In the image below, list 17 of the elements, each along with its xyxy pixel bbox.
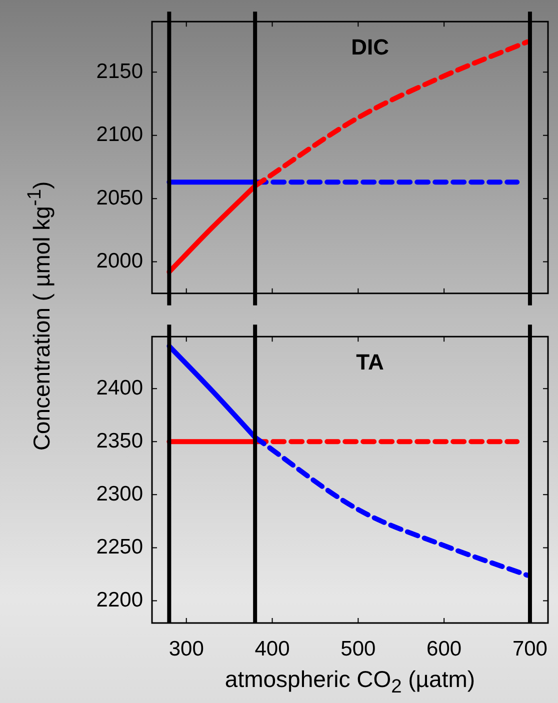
text: DIC [351,34,390,60]
x-tick-label: 700 [512,637,548,660]
x-tick-label: 300 [168,637,204,660]
y-tick-label: 2000 [96,250,143,273]
x-tick-label: 500 [340,637,376,660]
y-tick-label: 2400 [96,376,143,400]
x-tick-label: 400 [254,637,290,660]
y-tick-label: 2050 [96,186,143,210]
text: TA [356,350,384,375]
y-tick-label: 2250 [96,535,143,558]
y-tick-label: 2350 [96,429,143,452]
x-axis-title: atmospheric CO$_{2}$ (µatm) [224,666,476,699]
y-tick-label: 2300 [96,482,143,506]
x-tick-label: 600 [426,637,462,660]
y-tick-label: 2150 [96,60,143,83]
y-tick-label: 2100 [96,123,143,146]
y-tick-label: 2200 [96,588,143,612]
